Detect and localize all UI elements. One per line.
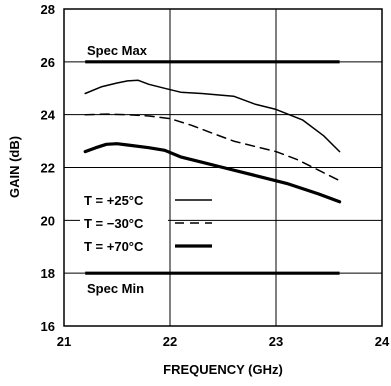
legend-label: T = +70°C: [84, 239, 144, 254]
spec-label: Spec Max: [87, 43, 148, 58]
legend-label-bg: [80, 237, 168, 255]
legend-label-bg: [80, 191, 168, 209]
tick-labels: 21 22 23 24 16 18 20 22 24 26 28: [41, 2, 390, 349]
spec-limit-lines: Spec Max Spec Min: [85, 43, 340, 296]
y-tick-label: 20: [41, 213, 55, 228]
x-tick-label: 23: [269, 334, 283, 349]
legend: T = +25°C T = −30°C T = +70°C: [80, 191, 212, 255]
data-series: [83, 79, 342, 204]
y-tick-label: 28: [41, 2, 55, 17]
legend-label: T = +25°C: [84, 193, 144, 208]
x-tick-label: 22: [163, 334, 177, 349]
x-tick-label: 21: [57, 334, 71, 349]
y-tick-label: 18: [41, 266, 55, 281]
series-line: [83, 142, 342, 204]
series-line: [84, 113, 341, 182]
x-axis-label: FREQUENCY (GHz): [163, 362, 283, 377]
legend-label-bg: [80, 214, 168, 232]
y-tick-label: 24: [41, 108, 56, 123]
spec-label: Spec Min: [87, 281, 144, 296]
x-tick-label: 24: [375, 334, 390, 349]
series-line: [84, 79, 341, 153]
y-axis-label: GAIN (dB): [7, 136, 22, 198]
y-tick-label: 16: [41, 319, 55, 334]
y-tick-label: 22: [41, 161, 55, 176]
legend-label: T = −30°C: [84, 216, 144, 231]
y-tick-label: 26: [41, 55, 55, 70]
